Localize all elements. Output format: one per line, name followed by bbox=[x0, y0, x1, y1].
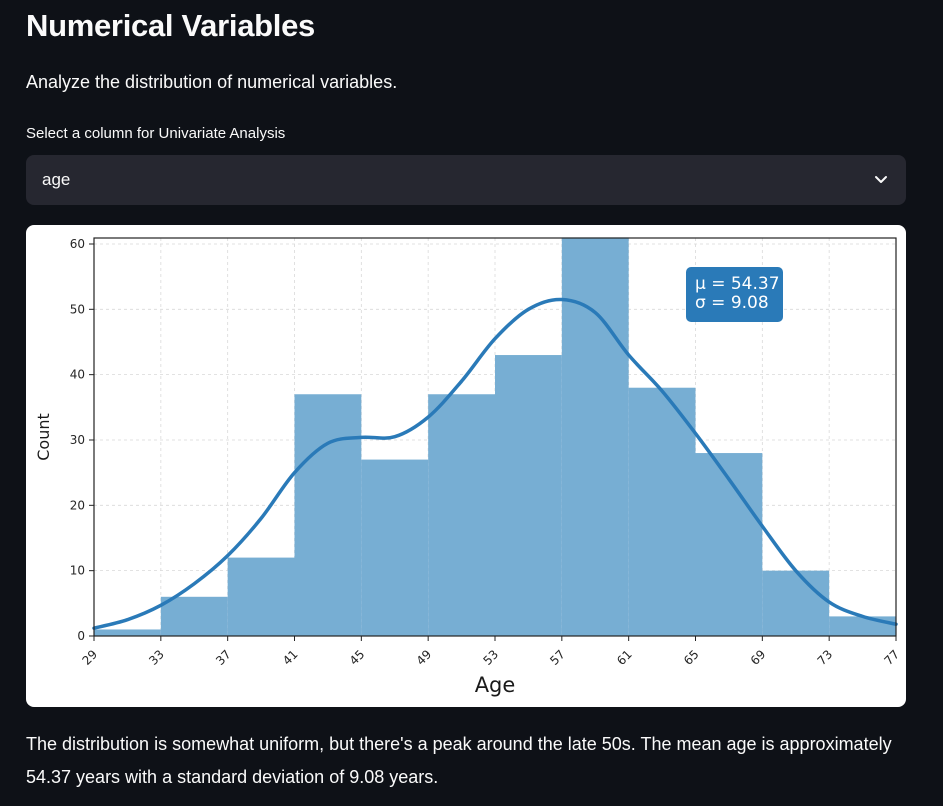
stats-box bbox=[686, 267, 783, 322]
histogram-bar bbox=[361, 459, 429, 636]
select-label: Select a column for Univariate Analysis bbox=[26, 125, 286, 142]
y-tick-label: 10 bbox=[70, 564, 85, 578]
std-label: σ = 9.08 bbox=[695, 293, 769, 313]
y-tick-label: 60 bbox=[70, 237, 85, 251]
select-value: age bbox=[42, 170, 71, 189]
age-histogram: 0 10 20 30 40 50 60 29 33 37 41 45 49 53 57 61 65 69 73 77 A… bbox=[34, 237, 902, 697]
x-tick-label: 77 bbox=[881, 647, 902, 668]
y-tick-label: 20 bbox=[70, 498, 85, 512]
x-tick-label: 33 bbox=[146, 647, 167, 668]
histogram-bar bbox=[160, 596, 228, 636]
column-select[interactable]: age bbox=[26, 155, 906, 205]
histogram-bar bbox=[428, 394, 495, 636]
chevron-down-icon[interactable] bbox=[874, 175, 888, 185]
y-axis-label: Count bbox=[34, 413, 53, 461]
x-tick-label: 53 bbox=[480, 647, 501, 668]
histogram-bar bbox=[227, 557, 295, 636]
x-tick-label: 65 bbox=[681, 647, 702, 668]
x-tick-label: 41 bbox=[280, 647, 301, 668]
page-title: Numerical Variables bbox=[26, 8, 315, 43]
histogram-bar bbox=[495, 355, 562, 636]
y-tick-label: 0 bbox=[77, 629, 85, 643]
y-tick-label: 50 bbox=[70, 302, 85, 316]
x-tick-label: 73 bbox=[815, 647, 836, 668]
histogram-bar bbox=[695, 453, 763, 636]
histogram-bar bbox=[829, 616, 896, 636]
y-tick-label: 30 bbox=[70, 433, 85, 447]
histogram-bar bbox=[628, 387, 696, 636]
histogram-bar bbox=[561, 237, 629, 637]
x-tick-label: 49 bbox=[414, 647, 435, 668]
histogram-bar bbox=[294, 394, 362, 636]
x-tick-label: 57 bbox=[547, 647, 568, 668]
histogram-bar bbox=[762, 570, 830, 636]
y-tick-label: 40 bbox=[70, 368, 85, 382]
page-subtitle: Analyze the distribution of numerical va… bbox=[26, 72, 398, 92]
histogram-bar bbox=[94, 629, 161, 636]
x-tick-label: 61 bbox=[614, 647, 635, 668]
x-tick-label: 69 bbox=[748, 647, 769, 668]
mean-label: μ = 54.37 bbox=[695, 274, 780, 294]
x-tick-label: 29 bbox=[79, 647, 100, 668]
description-text: The distribution is somewhat uniform, bu… bbox=[26, 734, 892, 787]
kde-line bbox=[92, 297, 898, 630]
x-axis-label: Age bbox=[475, 673, 516, 697]
x-tick-label: 45 bbox=[347, 647, 368, 668]
x-tick-label: 37 bbox=[213, 647, 234, 668]
histogram-card: 0 10 20 30 40 50 60 29 33 37 41 45 49 53 57 61 65 69 73 77 A… bbox=[26, 225, 906, 707]
